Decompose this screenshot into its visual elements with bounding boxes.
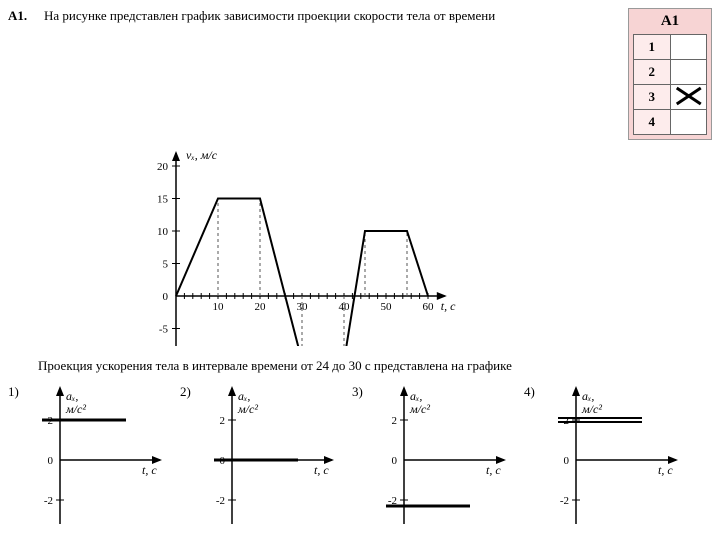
svg-text:20: 20 (157, 161, 169, 173)
answer-option[interactable]: 3)-202aₓ,м/с²t, с (352, 380, 518, 530)
answer-option-label: 4 (634, 110, 671, 135)
answer-option-checkbox[interactable] (670, 85, 707, 110)
question-number: А1. (8, 8, 36, 24)
svg-text:t, с: t, с (441, 299, 456, 313)
option-acceleration-chart: -202aₓ,м/с²t, с (24, 380, 174, 530)
answer-option-label: 2 (634, 60, 671, 85)
answer-option[interactable]: 4)-202aₓ,м/с²t, с (524, 380, 690, 530)
answer-option-checkbox[interactable] (670, 110, 707, 135)
answer-option[interactable]: 1)-202aₓ,м/с²t, с (8, 380, 174, 530)
answer-option-checkbox[interactable] (670, 60, 707, 85)
sub-question-text: Проекция ускорения тела в интервале врем… (38, 358, 712, 374)
svg-text:м/с²: м/с² (65, 402, 86, 416)
svg-text:t, с: t, с (658, 463, 673, 477)
svg-text:20: 20 (255, 301, 267, 313)
option-acceleration-chart: -202aₓ,м/с²t, с (368, 380, 518, 530)
svg-text:t, с: t, с (142, 463, 157, 477)
option-number: 4) (524, 380, 538, 400)
svg-text:0: 0 (163, 291, 169, 303)
svg-text:15: 15 (157, 194, 169, 206)
option-acceleration-chart: -202aₓ,м/с²t, с (540, 380, 690, 530)
option-acceleration-chart: -202aₓ,м/с²t, с (196, 380, 346, 530)
svg-text:10: 10 (157, 226, 169, 238)
svg-text:aₓ,: aₓ, (66, 389, 78, 403)
svg-text:0: 0 (48, 455, 54, 467)
svg-text:м/с²: м/с² (409, 402, 430, 416)
svg-text:-5: -5 (159, 324, 169, 336)
answer-option-label: 3 (634, 85, 671, 110)
answer-option-checkbox[interactable] (670, 35, 707, 60)
options-row: 1)-202aₓ,м/с²t, с2)-202aₓ,м/с²t, с3)-202… (8, 380, 712, 530)
svg-text:vₓ, м/с: vₓ, м/с (186, 148, 218, 162)
option-number: 2) (180, 380, 194, 400)
svg-text:aₓ,: aₓ, (238, 389, 250, 403)
svg-text:5: 5 (163, 259, 169, 271)
answer-panel-title: А1 (633, 13, 707, 30)
svg-text:50: 50 (381, 301, 393, 313)
answer-table: 1234 (633, 34, 707, 135)
option-number: 3) (352, 380, 366, 400)
main-velocity-chart: 102030405060-10-551015200vₓ, м/сt, с (128, 146, 712, 350)
answer-option[interactable]: 2)-202aₓ,м/с²t, с (180, 380, 346, 530)
svg-text:м/с²: м/с² (237, 402, 258, 416)
svg-text:м/с²: м/с² (581, 402, 602, 416)
svg-text:aₓ,: aₓ, (410, 389, 422, 403)
svg-text:t, с: t, с (486, 463, 501, 477)
svg-text:0: 0 (392, 455, 398, 467)
svg-text:-2: -2 (560, 495, 569, 507)
svg-text:-2: -2 (44, 495, 53, 507)
svg-text:0: 0 (564, 455, 570, 467)
option-number: 1) (8, 380, 22, 400)
svg-text:2: 2 (220, 415, 226, 427)
svg-text:aₓ,: aₓ, (582, 389, 594, 403)
answer-option-label: 1 (634, 35, 671, 60)
answer-panel: А1 1234 (628, 8, 712, 140)
svg-text:60: 60 (423, 301, 435, 313)
svg-text:2: 2 (392, 415, 398, 427)
svg-text:10: 10 (213, 301, 225, 313)
svg-text:t, с: t, с (314, 463, 329, 477)
question-text: На рисунке представлен график зависимост… (44, 8, 620, 25)
svg-text:-2: -2 (216, 495, 225, 507)
